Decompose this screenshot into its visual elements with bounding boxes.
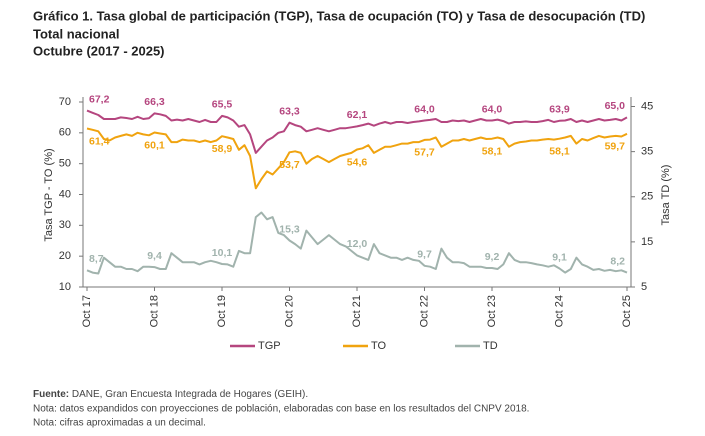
y-tick-label: 60 bbox=[59, 127, 71, 139]
note: Nota: datos expandidos con proyecciones … bbox=[33, 404, 529, 415]
value-label: 61,4 bbox=[89, 135, 110, 147]
value-label: 65,5 bbox=[212, 99, 233, 111]
y2-tick-label: 5 bbox=[641, 281, 647, 293]
y-tick-label: 70 bbox=[59, 96, 71, 108]
x-tick-label: Oct 22 bbox=[418, 295, 430, 327]
value-label: 58,1 bbox=[549, 145, 570, 157]
x-tick-label: Oct 19 bbox=[216, 295, 228, 327]
legend-label: TGP bbox=[258, 340, 281, 352]
value-label: 9,1 bbox=[552, 251, 567, 263]
title-line: Gráfico 1. Tasa global de participación … bbox=[33, 8, 645, 23]
y-tick-label: 50 bbox=[59, 158, 71, 170]
value-label: 9,2 bbox=[485, 251, 500, 263]
title-line: Octubre (2017 - 2025) bbox=[33, 43, 165, 58]
source-label: Fuente: bbox=[33, 389, 69, 400]
value-label: 15,3 bbox=[279, 223, 300, 235]
x-tick-label: Oct 20 bbox=[283, 295, 295, 327]
value-label: 54,6 bbox=[347, 156, 368, 168]
value-label: 59,7 bbox=[605, 141, 626, 153]
series-line bbox=[86, 211, 628, 275]
y-tick-label: 10 bbox=[59, 281, 71, 293]
value-label: 53,7 bbox=[279, 159, 300, 171]
note: Nota: cifras aproximadas a un decimal. bbox=[33, 418, 206, 429]
value-label: 60,1 bbox=[144, 139, 165, 151]
y-tick-label: 30 bbox=[59, 219, 71, 231]
value-label: 9,4 bbox=[147, 250, 162, 262]
value-label: 63,9 bbox=[549, 104, 570, 116]
title-line: Total nacional bbox=[33, 26, 119, 41]
value-label: 63,3 bbox=[279, 105, 300, 117]
x-tick-label: Oct 21 bbox=[351, 295, 363, 327]
value-label: 64,0 bbox=[482, 103, 503, 115]
value-label: 58,1 bbox=[482, 145, 503, 157]
value-label: 64,0 bbox=[414, 103, 435, 115]
legend-label: TO bbox=[371, 340, 387, 352]
source: Fuente: DANE, Gran Encuesta Integrada de… bbox=[33, 389, 308, 400]
legend-label: TD bbox=[483, 340, 498, 352]
y2-tick-label: 45 bbox=[641, 100, 653, 112]
value-label: 67,2 bbox=[89, 93, 110, 105]
y2-tick-label: 25 bbox=[641, 191, 653, 203]
x-tick-label: Oct 25 bbox=[621, 295, 633, 327]
value-label: 66,3 bbox=[144, 96, 165, 108]
x-tick-label: Oct 23 bbox=[486, 295, 498, 327]
source-text: DANE, Gran Encuesta Integrada de Hogares… bbox=[72, 389, 308, 400]
value-label: 12,0 bbox=[347, 238, 368, 250]
y2-tick-label: 15 bbox=[641, 236, 653, 248]
y2-tick-label: 35 bbox=[641, 146, 653, 158]
x-tick-label: Oct 24 bbox=[553, 295, 565, 327]
series-line bbox=[86, 127, 628, 190]
y-axis-title: Tasa TGP - TO (%) bbox=[43, 148, 55, 241]
x-tick-label: Oct 17 bbox=[81, 295, 93, 327]
x-tick-label: Oct 18 bbox=[148, 295, 160, 327]
value-label: 8,2 bbox=[610, 255, 625, 267]
value-label: 9,7 bbox=[417, 249, 432, 261]
y-tick-label: 20 bbox=[59, 250, 71, 262]
value-label: 8,7 bbox=[89, 253, 104, 265]
value-label: 10,1 bbox=[212, 247, 233, 259]
y2-axis-title: Tasa TD (%) bbox=[660, 165, 672, 226]
value-label: 58,9 bbox=[212, 143, 233, 155]
series-line bbox=[86, 109, 628, 154]
value-label: 57,7 bbox=[414, 147, 435, 159]
y-tick-label: 40 bbox=[59, 188, 71, 200]
value-label: 62,1 bbox=[347, 109, 368, 121]
value-label: 65,0 bbox=[605, 100, 626, 112]
